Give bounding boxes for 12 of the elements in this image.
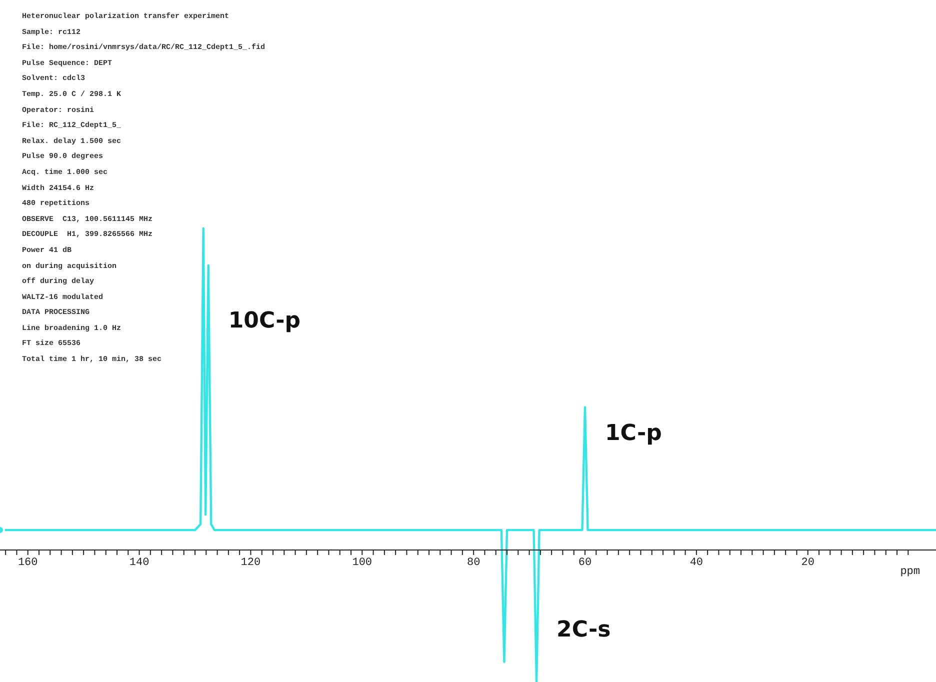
x-tick-label: 60	[578, 556, 592, 569]
x-tick-label: 100	[352, 556, 372, 569]
x-tick-label: 120	[240, 556, 261, 569]
x-tick-label: 20	[801, 556, 814, 569]
x-axis-title: ppm	[900, 566, 920, 578]
x-tick-label: 140	[129, 556, 150, 569]
x-tick-label: 80	[466, 556, 480, 569]
annotation: 2C-s	[556, 617, 611, 642]
x-tick-label: 40	[690, 556, 704, 569]
annotation: 1C-p	[605, 421, 662, 446]
x-tick-label: 160	[18, 556, 38, 569]
annotation: 10C-p	[228, 308, 301, 334]
